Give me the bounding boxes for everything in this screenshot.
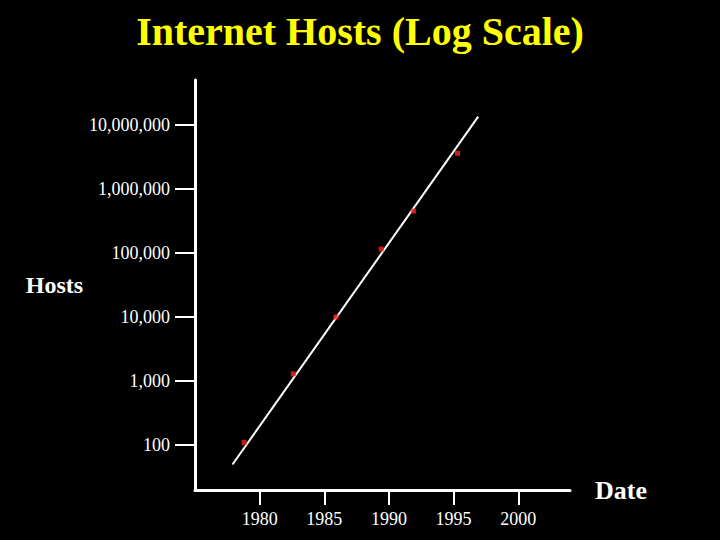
svg-text:1,000,000: 1,000,000 — [98, 179, 170, 199]
svg-text:1980: 1980 — [242, 509, 278, 529]
svg-text:1,000: 1,000 — [130, 371, 171, 391]
svg-text:Date: Date — [595, 476, 647, 505]
svg-text:Internet Hosts (Log Scale): Internet Hosts (Log Scale) — [136, 9, 584, 54]
svg-text:10,000: 10,000 — [121, 307, 171, 327]
svg-text:Hosts: Hosts — [26, 272, 83, 298]
svg-text:2000: 2000 — [500, 509, 536, 529]
svg-text:1995: 1995 — [436, 509, 472, 529]
svg-text:10,000,000: 10,000,000 — [89, 115, 170, 135]
svg-text:100: 100 — [143, 435, 170, 455]
svg-text:1990: 1990 — [371, 509, 407, 529]
svg-text:100,000: 100,000 — [112, 243, 171, 263]
svg-text:1985: 1985 — [306, 509, 342, 529]
